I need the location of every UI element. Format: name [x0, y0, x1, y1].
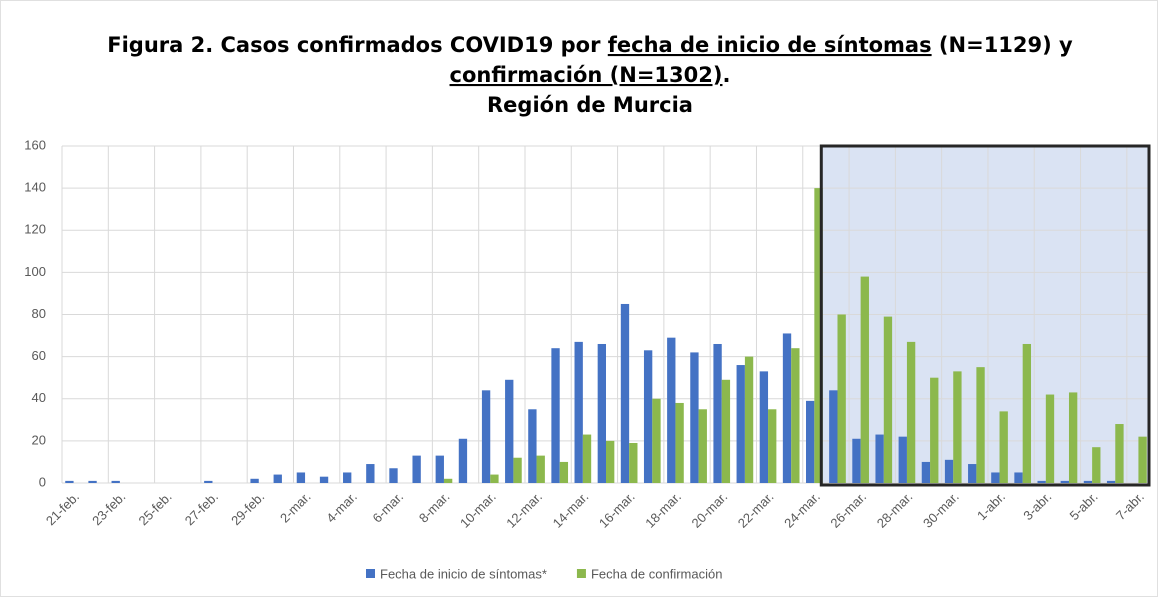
legend-swatch — [366, 569, 375, 578]
bar — [643, 350, 653, 483]
y-tick-label: 160 — [24, 137, 46, 152]
bar — [574, 341, 583, 483]
bar — [1115, 424, 1124, 483]
bar — [744, 356, 754, 483]
bar — [713, 343, 722, 483]
bar — [721, 379, 731, 483]
bar — [860, 276, 869, 483]
title-segment: fecha de inicio de síntomas — [608, 33, 932, 57]
bar — [759, 371, 769, 483]
bar — [296, 472, 306, 483]
legend-label: Fecha de confirmación — [591, 566, 723, 581]
bar — [111, 480, 120, 483]
bar — [1138, 436, 1147, 483]
bar — [1022, 343, 1032, 483]
y-tick-label: 100 — [24, 264, 46, 279]
bar — [536, 455, 545, 483]
highlight-area — [821, 146, 1150, 485]
bar — [953, 371, 962, 483]
title-segment: Región de Murcia — [487, 93, 693, 117]
bar — [412, 455, 421, 483]
bar — [906, 341, 916, 483]
bar — [1060, 480, 1069, 483]
bar — [1014, 472, 1023, 483]
title-segment: . — [722, 63, 730, 87]
bar — [1106, 480, 1116, 483]
title-segment: confirmación (N=1302) — [450, 63, 723, 87]
legend-swatch — [576, 569, 586, 578]
bar — [782, 333, 792, 483]
bar — [852, 438, 861, 483]
bar — [528, 409, 537, 483]
bar — [366, 464, 375, 483]
bar — [736, 365, 745, 483]
bar — [999, 411, 1008, 483]
bar — [559, 461, 569, 483]
bar — [88, 480, 97, 483]
bar — [698, 409, 707, 483]
chart-title: Región de Murcia — [487, 93, 693, 117]
bar — [690, 352, 699, 483]
y-tick-label: 40 — [32, 390, 46, 405]
bar — [829, 390, 838, 483]
bar — [898, 436, 907, 483]
bar — [1092, 447, 1101, 483]
bar — [65, 480, 74, 483]
bar — [883, 316, 893, 483]
bar — [513, 457, 522, 483]
bar — [490, 474, 499, 483]
bar — [597, 343, 606, 483]
bar — [930, 377, 939, 483]
bar — [250, 478, 259, 483]
bar — [389, 468, 398, 483]
bar — [837, 314, 846, 483]
bar — [273, 474, 282, 483]
bar — [814, 188, 823, 483]
bar — [667, 337, 676, 483]
y-tick-label: 20 — [32, 432, 46, 447]
bar — [652, 398, 661, 483]
bar — [343, 472, 352, 483]
bar — [968, 464, 977, 483]
y-tick-label: 120 — [24, 222, 46, 237]
y-tick-label: 0 — [39, 474, 46, 489]
bar — [976, 367, 985, 483]
bar — [921, 461, 931, 483]
y-tick-label: 60 — [32, 348, 46, 363]
bar — [319, 476, 329, 483]
bar — [620, 303, 630, 483]
chart-title: Figura 2. Casos confirmados COVID19 por … — [107, 33, 1073, 57]
bar — [443, 478, 453, 483]
bar — [806, 400, 815, 483]
bar — [204, 480, 213, 483]
bar — [1045, 394, 1055, 483]
y-tick-label: 140 — [24, 180, 46, 195]
bar — [458, 438, 468, 483]
legend-label: Fecha de inicio de síntomas* — [380, 566, 547, 581]
chart-title: confirmación (N=1302). — [450, 63, 731, 87]
bar — [582, 434, 592, 483]
bar — [606, 440, 615, 483]
bar — [1083, 480, 1093, 483]
bar — [435, 455, 444, 483]
bar — [791, 348, 800, 483]
title-segment: (N=1129) y — [932, 33, 1073, 57]
bar — [1068, 392, 1078, 483]
bar — [505, 379, 514, 483]
y-tick-label: 80 — [32, 306, 46, 321]
bar — [991, 472, 1000, 483]
bar — [944, 459, 954, 483]
bar — [481, 390, 491, 483]
bar — [875, 434, 884, 483]
bar — [1037, 480, 1046, 483]
bar — [551, 348, 560, 483]
title-segment: Figura 2. Casos confirmados COVID19 por — [107, 33, 608, 57]
highlight-border — [819, 144, 1151, 487]
bar — [675, 402, 684, 483]
bar — [768, 409, 777, 483]
bar — [629, 442, 638, 483]
